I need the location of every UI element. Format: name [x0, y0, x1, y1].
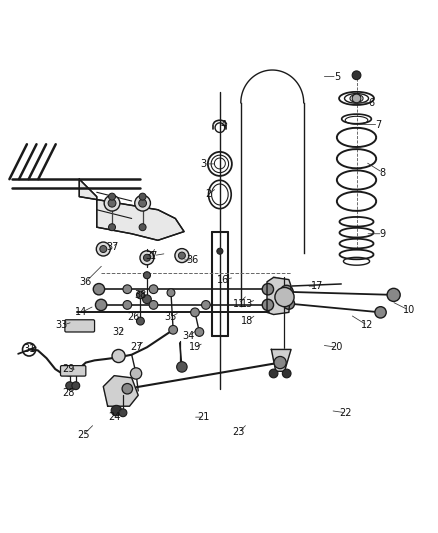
- Text: 4: 4: [220, 119, 226, 130]
- Circle shape: [178, 252, 185, 259]
- Text: 2: 2: [205, 189, 211, 199]
- Circle shape: [143, 295, 151, 304]
- Text: 38: 38: [134, 290, 147, 300]
- Circle shape: [177, 362, 187, 372]
- Text: 14: 14: [75, 308, 88, 317]
- Circle shape: [144, 272, 150, 279]
- Text: 19: 19: [189, 342, 201, 352]
- Circle shape: [96, 242, 110, 256]
- Circle shape: [262, 299, 274, 311]
- Text: 1: 1: [150, 251, 156, 261]
- Text: 17: 17: [311, 281, 323, 291]
- Text: 8: 8: [380, 168, 386, 177]
- Circle shape: [139, 199, 147, 207]
- Text: 28: 28: [62, 388, 74, 398]
- Text: 12: 12: [361, 320, 374, 330]
- Text: 35: 35: [165, 312, 177, 322]
- Text: 21: 21: [198, 412, 210, 422]
- Circle shape: [283, 298, 294, 309]
- Circle shape: [93, 284, 105, 295]
- Circle shape: [109, 224, 116, 231]
- Text: 5: 5: [334, 71, 340, 82]
- Circle shape: [119, 409, 127, 417]
- Circle shape: [135, 195, 150, 211]
- Polygon shape: [103, 376, 138, 406]
- Circle shape: [123, 301, 132, 309]
- Circle shape: [269, 369, 278, 378]
- Circle shape: [131, 368, 142, 379]
- Circle shape: [280, 285, 293, 298]
- Text: 6: 6: [369, 98, 375, 108]
- Circle shape: [111, 405, 122, 416]
- Circle shape: [283, 369, 291, 378]
- Circle shape: [66, 382, 74, 390]
- Text: 33: 33: [56, 320, 68, 330]
- Text: 36: 36: [80, 277, 92, 287]
- Circle shape: [137, 291, 145, 299]
- Circle shape: [139, 224, 146, 231]
- Text: 13: 13: [241, 298, 254, 309]
- Text: 18: 18: [241, 316, 254, 326]
- Text: 34: 34: [182, 332, 194, 341]
- Circle shape: [175, 248, 189, 263]
- Circle shape: [108, 199, 116, 207]
- Text: 32: 32: [113, 327, 125, 337]
- Circle shape: [167, 289, 175, 297]
- Circle shape: [352, 71, 361, 79]
- Circle shape: [275, 287, 294, 306]
- Circle shape: [195, 328, 204, 336]
- Text: 7: 7: [375, 119, 381, 130]
- Circle shape: [104, 195, 120, 211]
- Text: 11: 11: [233, 298, 245, 309]
- FancyBboxPatch shape: [65, 320, 95, 332]
- Circle shape: [352, 94, 361, 103]
- Circle shape: [139, 193, 146, 200]
- Text: 26: 26: [127, 312, 140, 322]
- Text: 23: 23: [233, 427, 245, 438]
- Circle shape: [149, 301, 158, 309]
- Circle shape: [122, 384, 133, 394]
- Circle shape: [217, 248, 223, 254]
- Circle shape: [375, 306, 386, 318]
- Text: 22: 22: [339, 408, 352, 418]
- Circle shape: [95, 299, 107, 311]
- Text: 3: 3: [201, 159, 207, 169]
- Text: 36: 36: [187, 255, 199, 265]
- Circle shape: [112, 350, 125, 362]
- Circle shape: [140, 251, 154, 265]
- Circle shape: [149, 285, 158, 294]
- Text: 27: 27: [130, 342, 142, 352]
- Circle shape: [72, 382, 80, 390]
- Circle shape: [144, 254, 150, 261]
- Circle shape: [123, 285, 132, 294]
- Circle shape: [274, 357, 286, 369]
- Text: 37: 37: [145, 251, 158, 261]
- Circle shape: [201, 301, 210, 309]
- Text: 37: 37: [106, 242, 118, 252]
- Polygon shape: [267, 277, 291, 314]
- Polygon shape: [79, 179, 184, 240]
- Text: 29: 29: [62, 364, 74, 374]
- Text: 16: 16: [217, 274, 230, 285]
- Circle shape: [169, 326, 177, 334]
- Text: 10: 10: [403, 305, 415, 315]
- Circle shape: [191, 308, 199, 317]
- Circle shape: [137, 317, 145, 325]
- Circle shape: [100, 246, 107, 253]
- Text: 25: 25: [78, 430, 90, 440]
- Circle shape: [109, 193, 116, 200]
- FancyBboxPatch shape: [60, 366, 86, 376]
- Circle shape: [262, 284, 274, 295]
- Polygon shape: [272, 350, 291, 372]
- Circle shape: [387, 288, 400, 302]
- Text: 9: 9: [380, 229, 386, 239]
- Text: 24: 24: [108, 412, 120, 422]
- Text: 20: 20: [331, 342, 343, 352]
- Text: 31: 31: [23, 344, 35, 354]
